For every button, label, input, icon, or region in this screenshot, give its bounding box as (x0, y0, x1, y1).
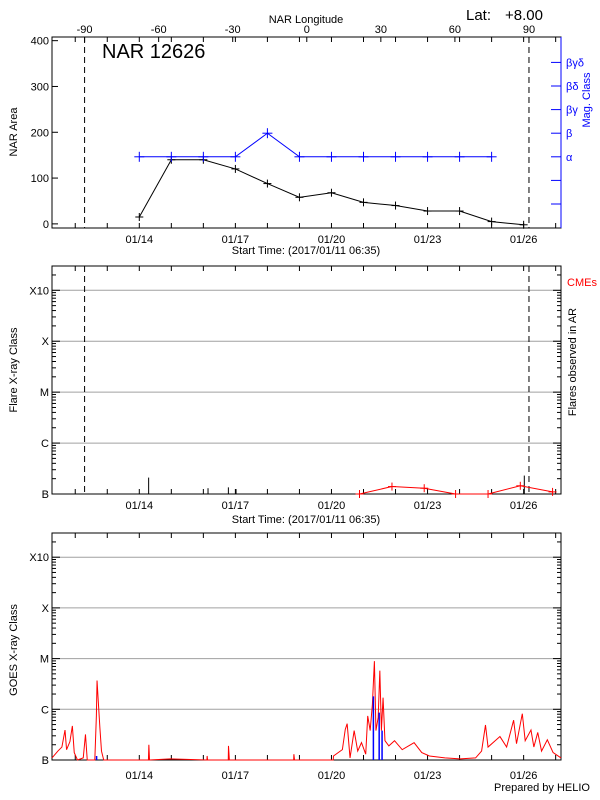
x-tick-label: 01/20 (318, 500, 346, 512)
y-tick-label: X (42, 603, 50, 615)
top-tick-label: -90 (77, 24, 93, 36)
top-tick-label: 30 (375, 24, 387, 36)
y-tick-label: X (42, 336, 50, 348)
p2-y2label: Flares observed in AR (567, 308, 579, 416)
y-tick-label: 300 (31, 81, 49, 93)
p2-ylabel: Flare X-ray Class (8, 327, 20, 412)
top-tick-label: 90 (523, 24, 535, 36)
x-tick-label: 01/17 (222, 770, 250, 782)
y-tick-label: 0 (43, 219, 49, 231)
y-tick-label: M (40, 654, 49, 666)
top-tick-label: -30 (225, 24, 241, 36)
x-tick-label: 01/23 (414, 234, 442, 246)
y-tick-label: B (42, 755, 49, 767)
x-tick-label: 01/23 (414, 500, 442, 512)
y-tick-label: X10 (29, 552, 49, 564)
y-tick-label: 100 (31, 173, 49, 185)
top-tick-label: -60 (151, 24, 167, 36)
lat-label: Lat: (466, 7, 491, 24)
plot-frame (51, 265, 562, 495)
x-tick-label: 01/20 (318, 770, 346, 782)
mag-tick-label: βγ (566, 105, 578, 117)
credit: Prepared by HELIO (494, 782, 590, 794)
y-tick-label: B (42, 489, 49, 501)
region-title: NAR 12626 (102, 41, 205, 63)
top-tick-label: 0 (304, 24, 310, 36)
top-tick-label: 60 (449, 24, 461, 36)
x-tick-label: 01/26 (510, 500, 538, 512)
mag-tick-label: βδ (566, 81, 578, 93)
x-tick-label: 01/14 (126, 234, 154, 246)
nar-area-panel: 01/14 01/17 01/20 01/23 01/260100200300400-9… (31, 24, 584, 246)
lat-value: +8.00 (505, 7, 543, 24)
p1-y2label: Mag. Class (581, 72, 593, 128)
mag-class-line (139, 132, 492, 158)
goes-flux-line (51, 661, 562, 761)
cme-legend: CMEs (567, 277, 597, 289)
x-tick-label: 01/14 (126, 770, 154, 782)
y-tick-label: C (41, 438, 49, 450)
mag-tick-label: β (566, 128, 572, 140)
y-tick-label: C (41, 704, 49, 716)
x-tick-label: 01/26 (510, 770, 538, 782)
p3-ylabel: GOES X-ray Class (8, 604, 20, 696)
y-tick-label: 200 (31, 127, 49, 139)
top-axis-label: NAR Longitude (269, 14, 344, 26)
x-tick-label: 01/17 (222, 500, 250, 512)
x-tick-label: 01/26 (510, 234, 538, 246)
mag-tick-label: βγδ (566, 57, 584, 69)
p1-ylabel: NAR Area (8, 107, 20, 157)
plot-frame (51, 532, 562, 761)
x-tick-label: 01/17 (222, 234, 250, 246)
x-tick-label: 01/20 (318, 234, 346, 246)
p1-xlabel: Start Time: (2017/01/11 06:35) (232, 245, 380, 257)
y-tick-label: M (40, 387, 49, 399)
flare-class-panel: B C M X X10 01/14 01/17 01/20 01/23 01/26 (29, 265, 562, 512)
plot-frame (51, 36, 562, 229)
x-tick-label: 01/23 (414, 770, 442, 782)
y-tick-label: X10 (29, 285, 49, 297)
goes-class-panel: B C M X X10 01/14 01/17 01/20 01/23 01/26 (29, 532, 562, 782)
p2-xlabel: Start Time: (2017/01/11 06:35) (232, 514, 380, 526)
y-tick-label: 400 (31, 36, 49, 48)
mag-tick-label: α (566, 152, 573, 164)
x-tick-label: 01/14 (126, 500, 154, 512)
